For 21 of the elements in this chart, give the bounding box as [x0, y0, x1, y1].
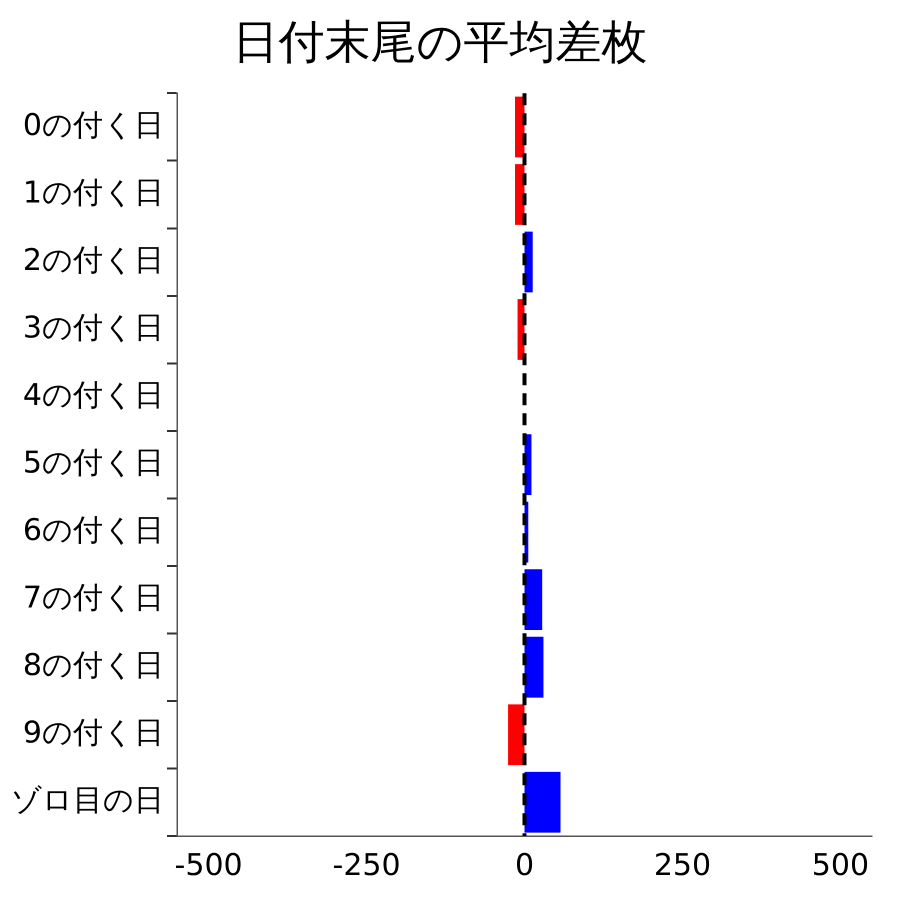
bar	[508, 704, 524, 766]
y-tick-label: 0の付く日	[22, 108, 164, 143]
x-tick-label: -250	[332, 848, 401, 883]
y-tick-label: 4の付く日	[22, 378, 164, 413]
y-tick-label: 5の付く日	[22, 445, 164, 480]
x-tick-label: -500	[174, 848, 243, 883]
chart-title: 日付末尾の平均差枚	[232, 14, 648, 69]
y-tick-label: 3の付く日	[22, 310, 164, 346]
y-tick-label: 1の付く日	[22, 175, 164, 210]
x-tick-label: 250	[654, 848, 712, 883]
bar	[524, 636, 544, 698]
bar	[524, 772, 561, 833]
x-tick-label: 500	[812, 848, 870, 883]
y-tick-label: ゾロ目の日	[11, 783, 164, 818]
x-tick-label: 0	[514, 848, 534, 883]
bar	[524, 569, 542, 630]
y-tick-label: 8の付く日	[22, 648, 164, 683]
y-tick-label: 2の付く日	[22, 242, 164, 278]
y-tick-label: 7の付く日	[22, 580, 164, 616]
y-tick-label: 9の付く日	[22, 716, 164, 751]
y-tick-label: 6の付く日	[22, 512, 164, 548]
